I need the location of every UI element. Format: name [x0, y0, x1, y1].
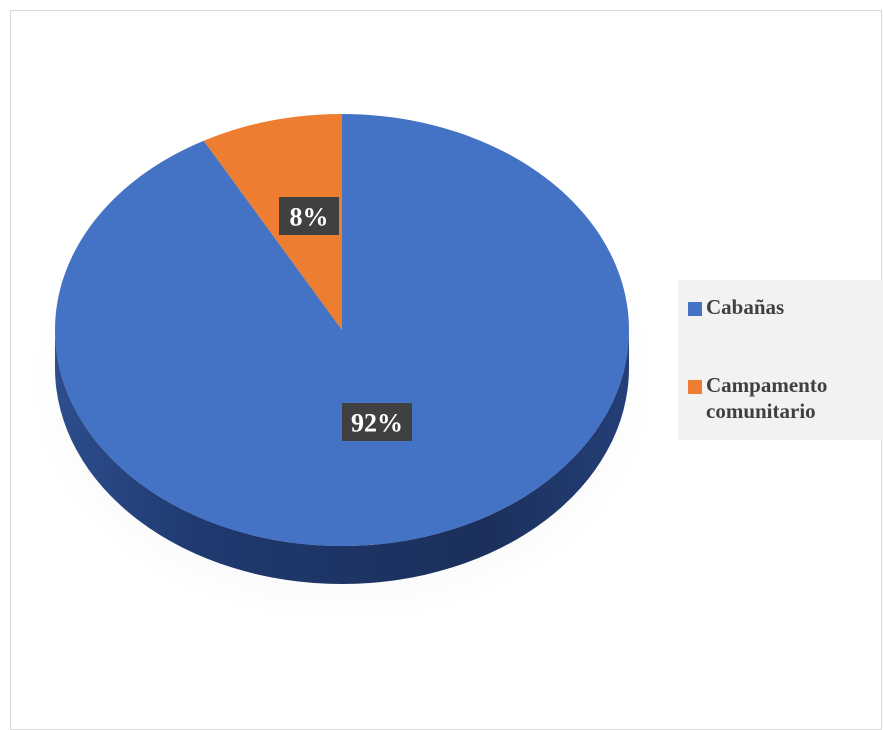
legend-item-cabanas: Cabañas — [688, 294, 784, 320]
legend-label-campamento-line2: comunitario — [706, 399, 816, 423]
pie-slice-cabanas — [54, 114, 629, 546]
legend-label-cabanas: Cabañas — [706, 295, 785, 319]
legend: Cabañas Campamento comunitario — [678, 280, 883, 440]
legend-swatch-cabanas — [688, 302, 702, 316]
pie-labels: 92% 8% — [279, 197, 412, 441]
data-label-text: 8% — [290, 202, 329, 231]
legend-item-campamento: Campamento comunitario — [688, 372, 827, 424]
pie-sides — [55, 330, 629, 584]
data-label-box — [279, 197, 339, 235]
data-label-cabanas: 92% — [342, 403, 412, 441]
data-label-campamento-comunitario: 8% — [279, 197, 339, 235]
data-label-box — [342, 403, 412, 441]
legend-label-campamento-line1: Campamento — [706, 373, 828, 397]
pie-slice-campamento-comunitario — [203, 114, 342, 330]
legend-swatch-campamento — [688, 380, 702, 394]
pie-side-cabanas — [55, 330, 629, 584]
pie-tops — [54, 114, 629, 546]
legend-label-campamento: Campamento comunitario — [706, 372, 827, 424]
pie-chart: 92% 8% — [32, 114, 652, 620]
data-label-text: 92% — [351, 408, 403, 437]
